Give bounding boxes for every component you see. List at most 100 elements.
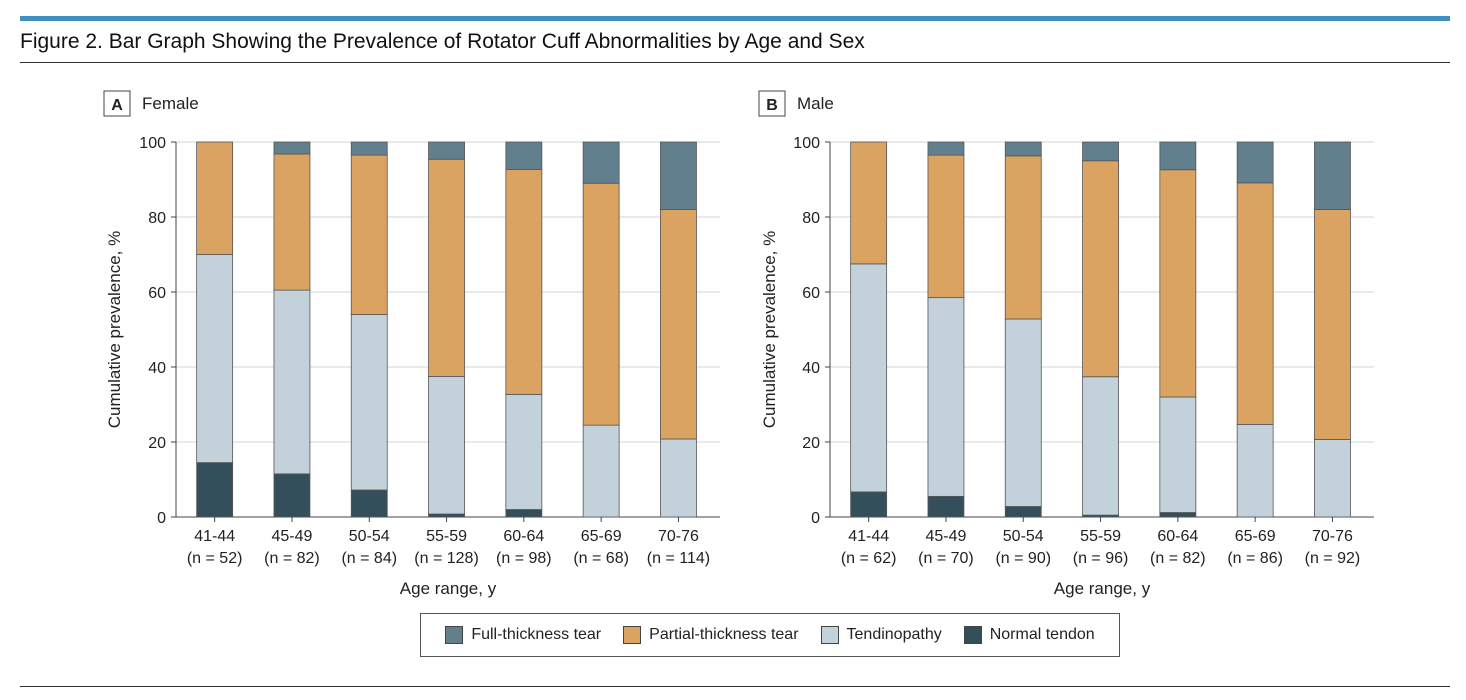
panel-b-letter: B — [766, 97, 778, 114]
top-accent-rule — [20, 16, 1450, 21]
panel-b-bar-tendinopathy — [1082, 376, 1119, 516]
panel-a-n-label: (n = 128) — [414, 550, 478, 567]
panel-b-bar-tendinopathy — [850, 263, 888, 493]
panel-b-bar-partial — [1314, 209, 1351, 440]
panel-a-bar-tendinopathy — [660, 438, 697, 518]
panel-b-x-axis-label: Age range, y — [1054, 579, 1151, 598]
legend-swatch-tendinopathy — [820, 626, 839, 644]
panel-b-x-tick-label: 60-64 — [1157, 528, 1198, 545]
panel-b-y-tick-label: 40 — [802, 360, 820, 377]
panel-b-n-label: (n = 62) — [841, 550, 897, 567]
panel-a-n-label: (n = 114) — [647, 550, 710, 567]
panel-a-n-label: (n = 84) — [341, 550, 397, 567]
panel-a-x-axis-label: Age range, y — [400, 579, 497, 598]
panel-b-x-tick-label: 65-69 — [1235, 528, 1276, 545]
panel-b-y-tick-label: 0 — [811, 510, 820, 527]
panel-a-bar-normal — [273, 473, 311, 518]
panel-a-y-tick-label: 80 — [148, 210, 166, 227]
panel-b-n-label: (n = 70) — [918, 550, 974, 567]
bottom-divider — [20, 686, 1450, 687]
chart-legend: Full-thickness tear Partial-thickness tea… — [420, 613, 1120, 657]
panel-a-bar-partial — [350, 154, 388, 315]
panel-a-bar-tendinopathy — [582, 424, 620, 518]
panel-b-bar-partial — [1082, 160, 1119, 378]
panel-a-bar-full — [582, 141, 620, 184]
panel-b-bar-tendinopathy — [927, 297, 965, 497]
panel-a-x-tick-label: 50-54 — [349, 528, 390, 545]
panel-b-bar-normal — [927, 495, 965, 518]
panel-a-letter: A — [111, 97, 123, 114]
panel-b-y-tick-label: 100 — [793, 135, 820, 152]
panel-b-x-tick-label: 41-44 — [848, 528, 889, 545]
panel-a-x-tick-label: 65-69 — [581, 528, 622, 545]
panel-a-bar-partial — [505, 168, 543, 395]
panel-a-n-label: (n = 52) — [187, 550, 243, 567]
panel-b-bar-tendinopathy — [1159, 396, 1197, 513]
panel-a-n-label: (n = 98) — [496, 550, 552, 567]
panel-a-y-tick-label: 40 — [148, 360, 166, 377]
panel-a-n-label: (n = 68) — [573, 550, 629, 567]
panel-a-x-tick-label: 70-76 — [658, 528, 699, 545]
legend-swatch-full — [445, 626, 464, 644]
panel-a-bar-partial — [582, 182, 620, 426]
panel-a-bar-full — [350, 141, 388, 156]
panel-a-title: Female — [142, 94, 199, 113]
panel-b-n-label: (n = 82) — [1150, 550, 1206, 567]
panel-b-bar-full — [927, 141, 965, 156]
panel-a-bar-tendinopathy — [196, 254, 234, 464]
panel-a-bar-tendinopathy — [273, 289, 311, 475]
panel-a-x-tick-label: 41-44 — [194, 528, 235, 545]
panel-b-bar-tendinopathy — [1004, 318, 1042, 507]
panel-a-y-tick-label: 0 — [157, 510, 166, 527]
panel-a-bar-normal — [505, 509, 543, 518]
panel-a-bar-full — [660, 141, 697, 210]
panel-b-bar-partial — [1004, 155, 1042, 320]
panel-a-x-tick-label: 60-64 — [503, 528, 544, 545]
panel-a-bar-full — [428, 141, 465, 160]
panel-b-bar-normal — [1004, 506, 1042, 518]
panel-b-bar-normal — [850, 491, 888, 518]
panel-a-bar-partial — [660, 209, 697, 440]
panel-a-bar-normal — [350, 489, 388, 518]
legend-swatch-partial — [623, 626, 642, 644]
panel-a-bar-tendinopathy — [428, 375, 465, 515]
panel-b-bar-partial — [1159, 169, 1197, 398]
legend-item-tendinopathy: Tendinopathy — [820, 626, 942, 644]
panel-b-y-tick-label: 80 — [802, 210, 820, 227]
panel-b-x-tick-label: 55-59 — [1080, 528, 1121, 545]
panel-b-bar-full — [1004, 141, 1042, 157]
panel-a-n-label: (n = 82) — [264, 550, 320, 567]
panel-a-bar-full — [505, 141, 543, 170]
panel-a-bar-tendinopathy — [505, 393, 543, 510]
panel-a-bar-partial — [273, 153, 311, 291]
panel-b-n-label: (n = 92) — [1305, 550, 1361, 567]
panel-a-bar-tendinopathy — [350, 314, 388, 491]
chart-canvas: A Female 0 20 40 60 80 100 Cumulative prevalence… — [103, 90, 1374, 598]
legend-swatch-normal — [963, 626, 982, 644]
legend-item-full: Full-thickness tear — [445, 626, 601, 644]
panel-b-x-tick-label: 45-49 — [925, 528, 966, 545]
panel-b-bar-tendinopathy — [1314, 438, 1351, 518]
panel-b-y-axis-label: Cumulative prevalence, % — [760, 231, 779, 428]
panel-b-bar-partial — [927, 154, 965, 299]
panel-a-bar-normal — [196, 462, 234, 518]
panel-b-x-tick-label: 70-76 — [1312, 528, 1353, 545]
title-divider — [20, 62, 1450, 63]
panel-a-bar-partial — [428, 158, 465, 377]
legend-label-tendinopathy: Tendinopathy — [846, 626, 942, 643]
panel-b-n-label: (n = 96) — [1073, 550, 1129, 567]
figure-title: Figure 2. Bar Graph Showing the Prevalen… — [20, 30, 865, 53]
legend-item-partial: Partial-thickness tear — [623, 626, 799, 644]
panel-b-bar-partial — [1236, 182, 1274, 425]
panel-b-title: Male — [797, 94, 834, 113]
panel-b-bar-tendinopathy — [1236, 423, 1274, 518]
legend-label-normal: Normal tendon — [989, 626, 1095, 643]
panel-a-y-tick-label: 20 — [148, 435, 166, 452]
panel-a-letter-box — [103, 90, 131, 117]
panel-b-y-tick-label: 60 — [802, 285, 820, 302]
panel-b-x-tick-label: 50-54 — [1003, 528, 1044, 545]
panel-b-bar-full — [1082, 141, 1119, 162]
panel-b-letter-box — [758, 90, 786, 117]
legend-item-normal: Normal tendon — [963, 626, 1095, 644]
panel-a-y-tick-label: 60 — [148, 285, 166, 302]
